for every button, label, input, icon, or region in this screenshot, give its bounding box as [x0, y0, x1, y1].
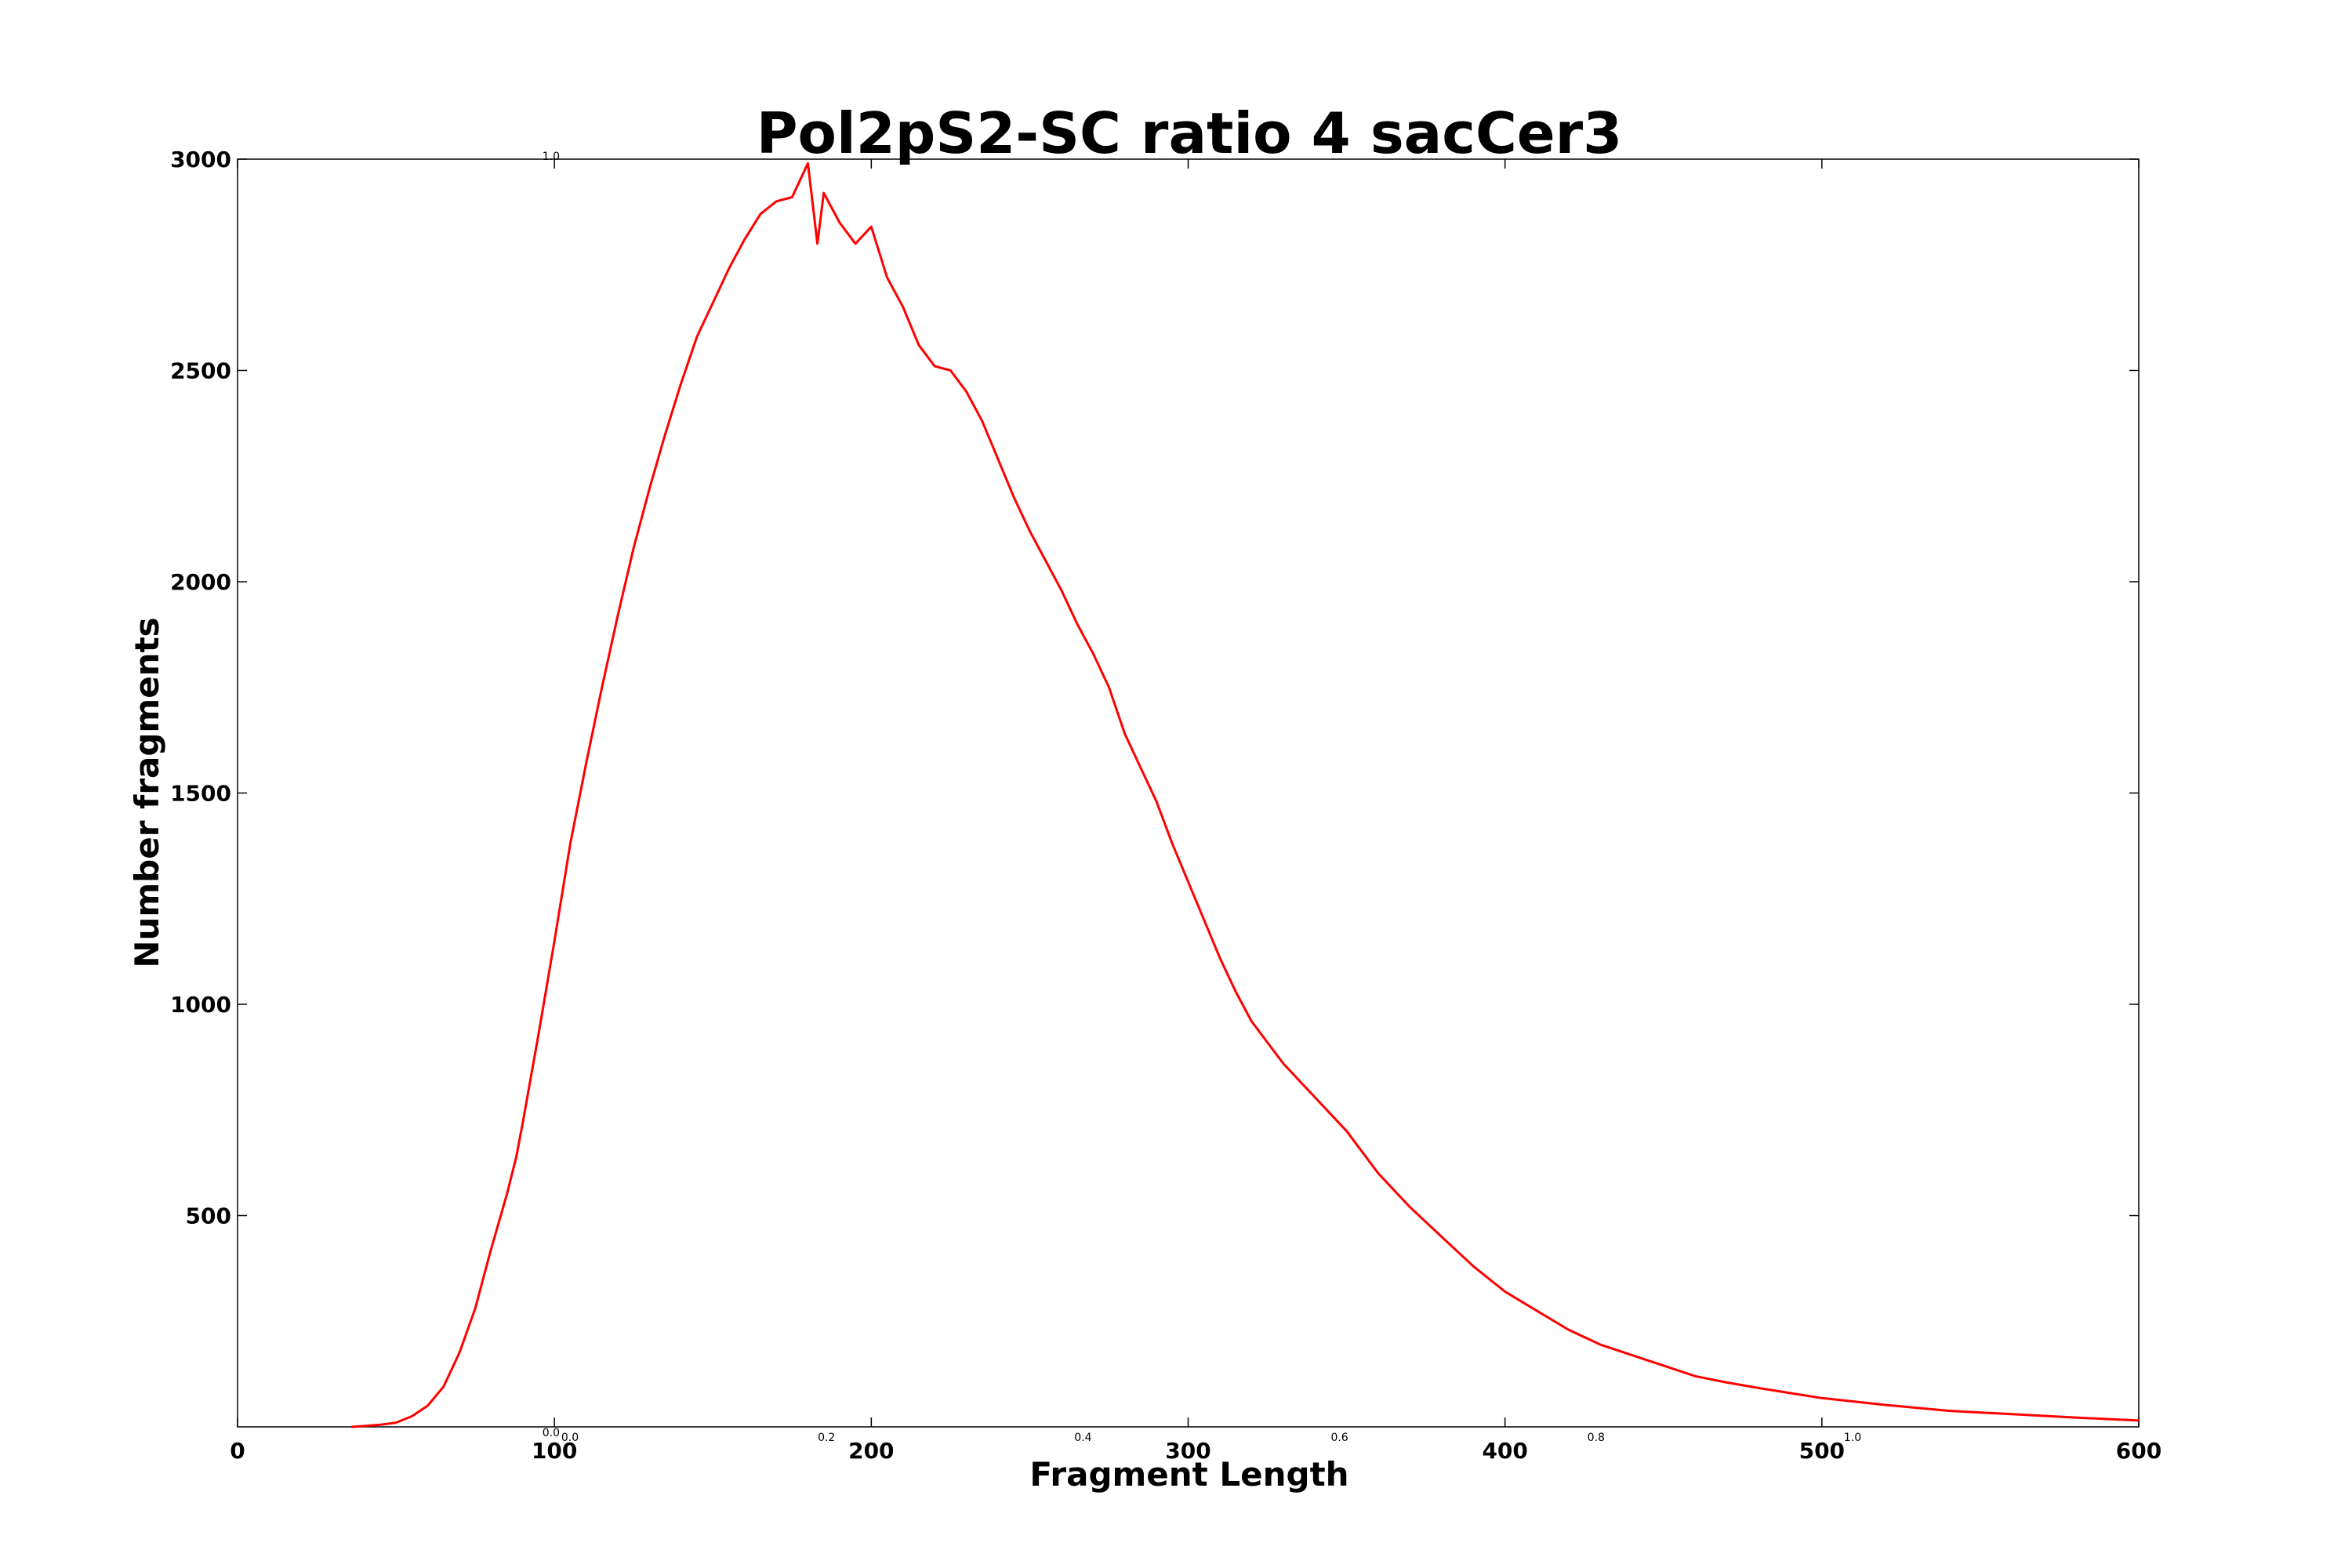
inner-axis-ticks: 0.0 0.2 0.4 0.6 0.8 1.0 0.0 1.0	[543, 151, 1861, 1444]
x-tick-label: 300	[1165, 1438, 1210, 1464]
inner-x-tick-label: 1.0	[1844, 1432, 1861, 1444]
series-line	[351, 162, 2140, 1428]
x-axis-ticks: 0 100 200 300 400 500 600	[230, 159, 2161, 1464]
x-axis-title: Fragment Length	[1029, 1455, 1348, 1494]
x-tick-label: 500	[1799, 1438, 1845, 1464]
inner-x-tick-label: 0.4	[1074, 1432, 1091, 1444]
y-tick-label: 500	[186, 1203, 231, 1229]
y-tick-label: 2000	[170, 569, 231, 595]
x-tick-label: 0	[230, 1438, 245, 1464]
y-tick-label: 1500	[170, 781, 231, 807]
inner-x-tick-label: 0.0	[561, 1432, 579, 1444]
chart-title: Pol2pS2-SC ratio 4 sacCer3	[757, 100, 1622, 166]
x-tick-label: 200	[848, 1438, 894, 1464]
y-axis-title: Number fragments	[128, 617, 166, 967]
inner-y-tick-label: 1.0	[543, 151, 560, 163]
y-axis-ticks: 500 1000 1500 2000 2500 3000	[170, 147, 2139, 1229]
x-tick-label: 600	[2116, 1438, 2161, 1464]
x-tick-label: 100	[532, 1438, 577, 1464]
inner-x-tick-label: 0.6	[1330, 1432, 1348, 1444]
y-tick-label: 2500	[170, 358, 231, 384]
inner-x-tick-label: 0.2	[818, 1432, 835, 1444]
inner-x-tick-label: 0.8	[1588, 1432, 1605, 1444]
y-tick-label: 3000	[170, 147, 231, 172]
x-tick-label: 400	[1482, 1438, 1527, 1464]
y-tick-label: 1000	[170, 992, 231, 1018]
inner-y-tick-label: 0.0	[543, 1427, 560, 1439]
